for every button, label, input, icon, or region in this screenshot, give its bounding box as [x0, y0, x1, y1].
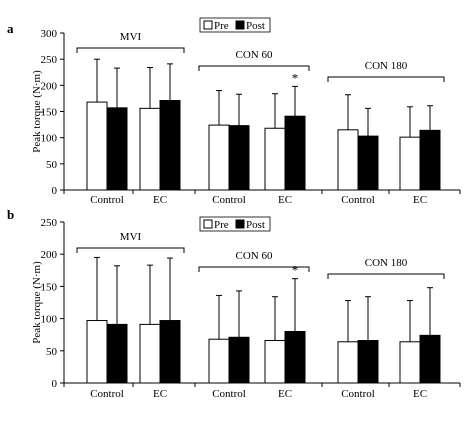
category-label: EC	[153, 388, 167, 400]
y-tick-label: 100	[41, 133, 58, 145]
bar-post	[284, 330, 306, 384]
bar-pre	[337, 129, 359, 191]
legend-swatch-post	[235, 219, 245, 229]
bar-post	[106, 323, 128, 384]
chart-panel-b: b 0 50 100 150 200 250 Peak torque (N·m) Control…	[7, 207, 461, 400]
bar-post	[419, 129, 441, 191]
bar-post	[284, 115, 306, 191]
group-label: CON 180	[365, 257, 408, 269]
bar-pre	[399, 341, 421, 384]
panel-label: b	[7, 207, 14, 222]
y-tick-label: 50	[46, 159, 58, 171]
category-label: Control	[212, 388, 246, 400]
y-axis-title: Peak torque (N·m)	[31, 70, 43, 153]
group-label: CON 60	[236, 250, 273, 262]
legend-label-post: Post	[246, 20, 265, 32]
y-tick-label: 150	[41, 281, 58, 293]
bar-post	[357, 135, 379, 191]
bar-pre	[208, 338, 230, 384]
category-label: EC	[278, 388, 292, 400]
legend-label-pre: Pre	[214, 219, 229, 231]
category-label: EC	[278, 194, 292, 206]
category-label: EC	[413, 194, 427, 206]
bar-pre	[86, 101, 108, 191]
bar-post	[228, 125, 250, 191]
chart-panel-a: a 0 50 100 150 200 250 300 Peak torque (N·m) Cont…	[7, 17, 461, 206]
group-bracket	[198, 266, 310, 272]
y-tick-label: 0	[52, 378, 58, 390]
legend-swatch-pre	[203, 20, 213, 30]
bar-pre	[264, 127, 286, 191]
legend: Pre Post	[199, 216, 271, 232]
bar-post	[419, 334, 441, 384]
category-label: Control	[90, 194, 124, 206]
bar-post	[159, 100, 181, 191]
y-tick-label: 50	[46, 346, 58, 358]
panel-label: a	[7, 21, 14, 36]
legend-box	[199, 216, 271, 232]
y-tick-label: 100	[41, 314, 58, 326]
bar-pre	[264, 339, 286, 384]
bar-pre	[86, 320, 108, 384]
bar-pre	[337, 341, 359, 384]
bar-post	[159, 320, 181, 384]
y-tick-label: 250	[41, 54, 58, 66]
category-label: Control	[90, 388, 124, 400]
group-bracket	[327, 76, 445, 82]
legend-box	[199, 17, 271, 33]
legend-swatch-post	[235, 20, 245, 30]
bar-pre	[139, 323, 161, 384]
legend: Pre Post	[199, 17, 271, 33]
category-label: Control	[341, 194, 375, 206]
legend-label-pre: Pre	[214, 20, 229, 32]
group-label: CON 180	[365, 60, 408, 72]
y-tick-label: 300	[41, 28, 58, 40]
y-axis-title: Peak torque (N·m)	[31, 261, 43, 344]
y-tick-label: 150	[41, 107, 58, 119]
bar-post	[357, 339, 379, 384]
group-bracket	[76, 247, 185, 253]
category-label: EC	[153, 194, 167, 206]
bar-pre	[139, 107, 161, 191]
bar-pre	[208, 124, 230, 191]
significance-marker: *	[292, 263, 299, 278]
category-label: Control	[341, 388, 375, 400]
group-label: CON 60	[236, 49, 273, 61]
category-label: EC	[413, 388, 427, 400]
y-tick-label: 250	[41, 217, 58, 229]
group-bracket	[327, 273, 445, 279]
group-label: MVI	[120, 31, 142, 43]
group-label: MVI	[120, 231, 142, 243]
bar-post	[106, 107, 128, 191]
bar-post	[228, 336, 250, 384]
group-bracket	[76, 47, 185, 53]
legend-label-post: Post	[246, 219, 265, 231]
group-bracket	[198, 65, 310, 71]
legend-swatch-pre	[203, 219, 213, 229]
significance-marker: *	[292, 70, 299, 85]
y-tick-label: 200	[41, 249, 58, 261]
y-tick-label: 200	[41, 80, 58, 92]
category-label: Control	[212, 194, 246, 206]
bar-pre	[399, 136, 421, 191]
y-tick-label: 0	[52, 185, 58, 197]
